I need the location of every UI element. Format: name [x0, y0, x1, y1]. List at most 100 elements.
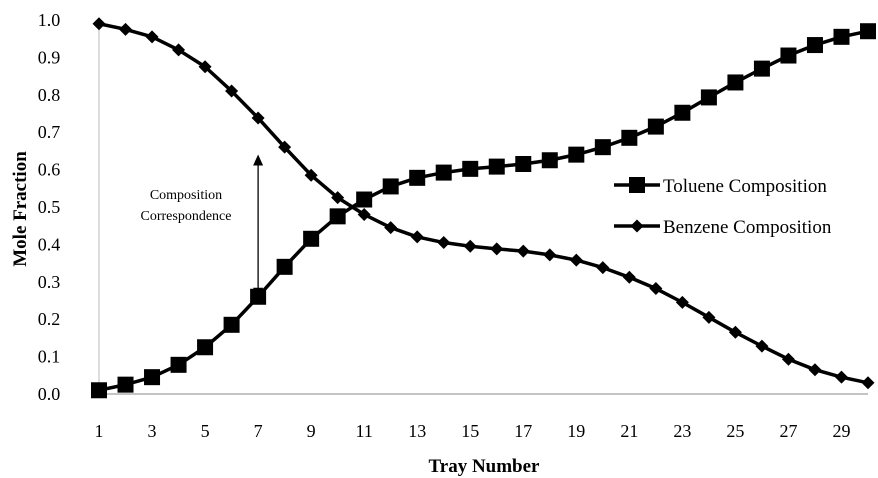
data-point — [304, 168, 318, 182]
y-tick-label: 0.7 — [38, 122, 61, 142]
data-point — [384, 221, 398, 235]
y-tick-label: 0.4 — [38, 234, 61, 254]
data-point — [119, 22, 133, 36]
data-point — [543, 248, 557, 262]
x-tick-label: 3 — [148, 421, 157, 441]
data-point — [462, 160, 479, 177]
x-tick-label: 11 — [356, 421, 373, 441]
y-tick-label: 0.0 — [38, 384, 61, 404]
data-point — [278, 140, 292, 154]
data-point — [861, 376, 875, 390]
data-point — [594, 139, 611, 156]
data-point — [225, 84, 239, 98]
data-point — [649, 282, 663, 296]
series-benzene-composition — [92, 17, 875, 390]
y-tick-labels: 0.0 0.1 0.2 0.3 0.4 0.5 0.6 0.7 0.8 0.9 1.0 — [38, 10, 61, 404]
data-point — [727, 74, 744, 91]
annotation-text: Correspondence — [141, 209, 232, 224]
data-point — [490, 242, 504, 256]
data-point — [621, 129, 638, 146]
data-point — [276, 258, 293, 275]
x-tick-label: 19 — [567, 421, 585, 441]
x-tick-label: 13 — [408, 421, 426, 441]
data-point — [700, 89, 717, 106]
x-tick-label: 9 — [307, 421, 316, 441]
y-tick-label: 1.0 — [38, 10, 61, 30]
data-point — [410, 230, 424, 244]
data-point — [755, 339, 769, 353]
data-point — [356, 191, 373, 208]
data-point — [198, 60, 212, 74]
data-point — [409, 169, 426, 186]
data-point — [541, 152, 558, 169]
data-point — [781, 352, 795, 366]
y-tick-label: 0.9 — [38, 47, 61, 67]
x-tick-label: 21 — [620, 421, 638, 441]
data-point — [488, 158, 505, 175]
data-point — [834, 370, 848, 384]
legend-marker — [629, 177, 645, 193]
annotation-arrow-head-down — [253, 287, 264, 299]
x-tick-label: 23 — [673, 421, 691, 441]
data-point — [117, 376, 134, 393]
data-point — [833, 28, 850, 45]
data-point — [357, 207, 371, 221]
y-tick-label: 0.5 — [38, 197, 61, 217]
x-tick-label: 27 — [779, 421, 797, 441]
y-axis-title: Mole Fraction — [10, 151, 31, 267]
legend-item: Toluene Composition — [614, 176, 827, 197]
x-axis-title: Tray Number — [429, 456, 541, 477]
y-tick-label: 0.6 — [38, 160, 61, 180]
x-tick-labels: 1 3 5 7 9 11 13 15 17 19 21 23 25 27 29 — [95, 421, 851, 441]
y-tick-label: 0.1 — [38, 347, 61, 367]
data-point — [382, 178, 399, 195]
data-point — [91, 382, 107, 399]
legend-label: Toluene Composition — [663, 176, 827, 197]
series-toluene-composition — [91, 23, 876, 399]
x-tick-label: 15 — [461, 421, 479, 441]
data-point — [702, 310, 716, 324]
annotation-arrow-head-up — [253, 154, 264, 166]
legend-label: Benzene Composition — [663, 217, 832, 238]
y-tick-label: 0.2 — [38, 309, 61, 329]
annotation-text: Composition — [150, 188, 222, 203]
legend-marker — [630, 219, 644, 233]
data-point — [675, 295, 689, 309]
data-point — [808, 363, 822, 377]
data-point — [753, 60, 770, 77]
data-point — [516, 244, 530, 258]
y-tick-label: 0.3 — [38, 272, 61, 292]
annotation: Composition Correspondence — [141, 154, 264, 299]
data-point — [251, 111, 265, 125]
axes — [98, 20, 868, 395]
data-point — [569, 253, 583, 267]
data-point — [331, 191, 345, 205]
data-point — [144, 369, 161, 386]
data-point — [170, 356, 187, 373]
data-point — [860, 23, 876, 40]
x-tick-label: 25 — [726, 421, 744, 441]
series-layer — [91, 17, 876, 399]
data-point — [303, 230, 320, 247]
data-point — [806, 37, 823, 54]
data-point — [568, 146, 585, 163]
data-point — [463, 239, 477, 253]
series-line — [98, 22, 869, 385]
y-tick-label: 0.8 — [38, 85, 61, 105]
data-point — [728, 325, 742, 339]
data-point — [329, 208, 346, 225]
legend: Toluene Composition Benzene Composition — [614, 176, 832, 238]
x-tick-label: 7 — [254, 421, 263, 441]
data-point — [172, 43, 186, 57]
data-point — [515, 155, 532, 172]
data-point — [622, 270, 636, 284]
data-point — [197, 339, 214, 356]
data-point — [223, 316, 240, 333]
legend-item: Benzene Composition — [614, 217, 832, 238]
x-tick-label: 1 — [95, 421, 104, 441]
data-point — [674, 104, 691, 121]
data-point — [145, 30, 159, 44]
data-point — [780, 47, 797, 64]
data-point — [435, 164, 452, 181]
